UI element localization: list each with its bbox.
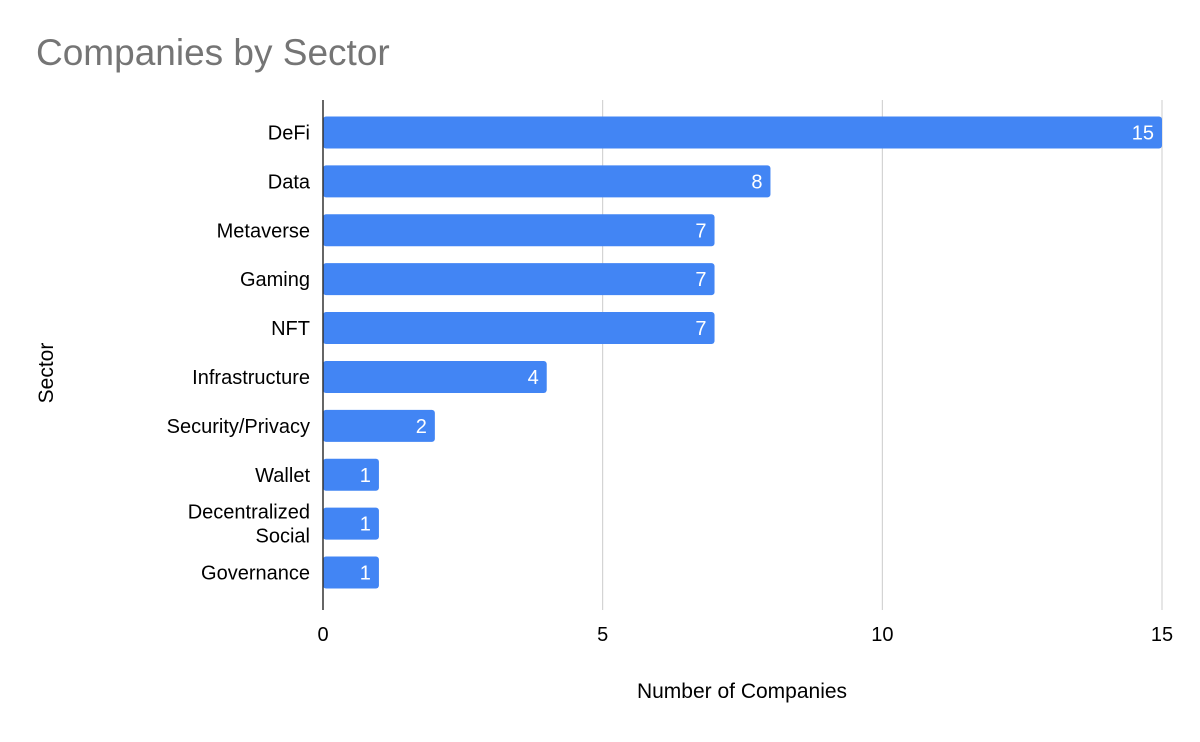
bar — [323, 165, 771, 198]
data-label: 1 — [360, 465, 371, 487]
bar — [323, 507, 379, 540]
bar — [323, 116, 1162, 149]
x-axis-label: Number of Companies — [636, 680, 848, 703]
y-tick-label: DeFi — [268, 122, 310, 144]
bar — [323, 556, 379, 589]
y-tick-label: NFT — [271, 318, 310, 340]
data-label: 2 — [416, 416, 427, 438]
chart-title: Companies by Sector — [36, 32, 390, 73]
bar — [323, 214, 715, 247]
data-label: 7 — [695, 220, 706, 242]
y-tick-label: Decentralized Social — [188, 502, 310, 548]
bar — [323, 360, 547, 393]
bar — [323, 312, 715, 345]
bar — [323, 409, 435, 442]
x-tick-label: 0 — [317, 624, 328, 646]
data-label: 1 — [360, 514, 371, 536]
data-label: 4 — [528, 367, 539, 389]
y-tick-label: Data — [268, 171, 311, 193]
y-tick-label: Metaverse — [217, 220, 310, 242]
data-label: 7 — [695, 269, 706, 291]
y-tick-label: Infrastructure — [192, 367, 310, 389]
y-tick-label: Security/Privacy — [167, 416, 310, 438]
data-label: 1 — [360, 563, 371, 585]
x-tick-label: 15 — [1151, 624, 1173, 646]
bar — [323, 458, 379, 491]
data-label: 15 — [1132, 122, 1154, 144]
y-tick-label: Gaming — [240, 269, 310, 291]
x-tick-label: 5 — [597, 624, 608, 646]
y-tick-label: Governance — [201, 563, 310, 585]
x-tick-label: 10 — [871, 624, 893, 646]
data-label: 8 — [751, 171, 762, 193]
y-tick-label: Wallet — [255, 465, 310, 487]
data-label: 7 — [695, 318, 706, 340]
bar — [323, 263, 715, 296]
